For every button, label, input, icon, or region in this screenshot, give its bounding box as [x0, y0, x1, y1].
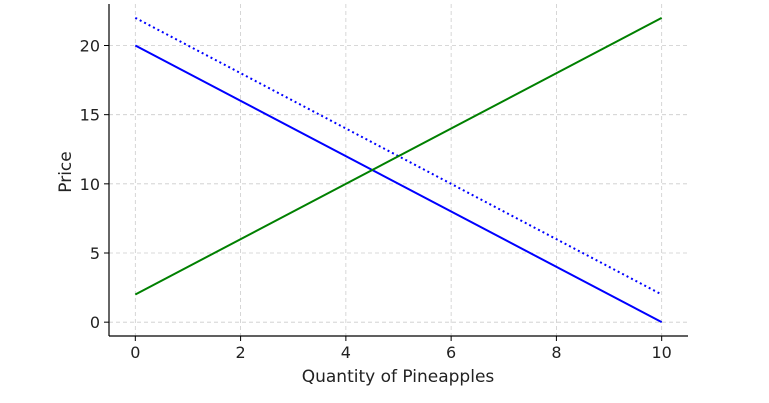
y-tick-label: 15	[80, 106, 100, 125]
series-layer	[134, 16, 663, 324]
x-tick-label: 6	[446, 343, 456, 362]
axes	[108, 4, 688, 337]
y-tick-label: 10	[80, 175, 100, 194]
x-axis-label: Quantity of Pineapples	[302, 367, 495, 387]
y-tick-label: 5	[90, 244, 100, 263]
y-axis-label: Price	[56, 151, 76, 192]
x-tick-label: 0	[130, 343, 140, 362]
x-tick-label: 10	[652, 343, 672, 362]
x-tick-label: 4	[341, 343, 351, 362]
series-line-2	[134, 16, 663, 296]
x-tick-label: 8	[551, 343, 561, 362]
grid	[109, 4, 688, 336]
x-tick-label: 2	[235, 343, 245, 362]
series-line-3	[134, 16, 663, 296]
y-tick-label: 20	[80, 37, 100, 56]
y-tick-label: 0	[90, 313, 100, 332]
ticks: 0 2 4 6 8 10 0 5 10 15 20	[80, 37, 672, 363]
series-line-1	[134, 44, 663, 324]
